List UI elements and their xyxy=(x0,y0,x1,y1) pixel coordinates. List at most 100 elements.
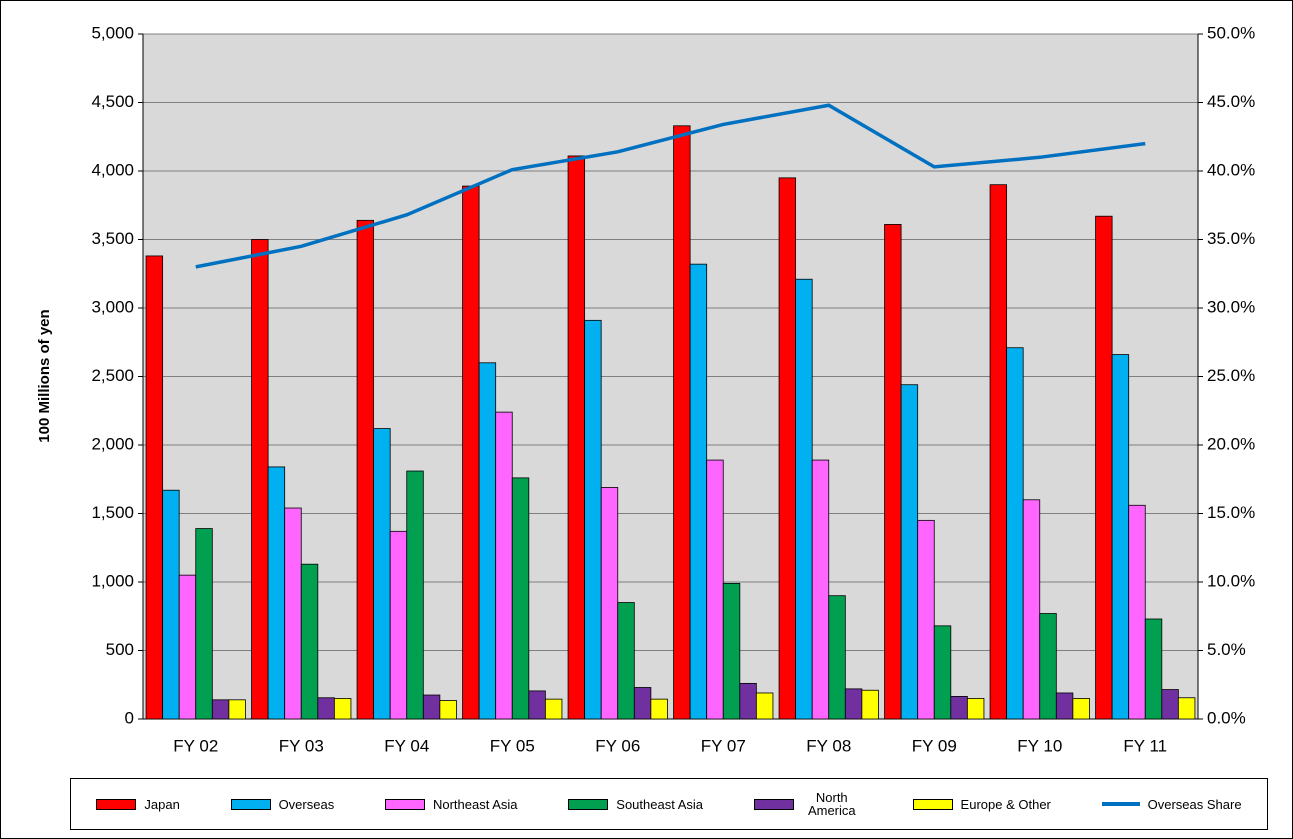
x-tick-label: FY 11 xyxy=(1123,736,1167,755)
bar xyxy=(373,428,391,720)
y-tick-label: 1,000 xyxy=(91,571,134,590)
y2-tick-label: 20.0% xyxy=(1207,434,1255,453)
legend-swatch xyxy=(230,798,271,810)
bar xyxy=(228,699,246,720)
legend-item: Overseas Share xyxy=(1101,796,1242,812)
y-tick-label: 4,500 xyxy=(91,92,134,111)
bar xyxy=(933,625,952,720)
y-tick-label: 3,000 xyxy=(91,297,134,316)
legend: Japan Overseas Northeast Asia Southeast Asi… xyxy=(70,778,1268,830)
y-tick-label: 4,000 xyxy=(91,160,134,179)
x-tick-label: FY 04 xyxy=(384,736,429,755)
y2-tick-label: 15.0% xyxy=(1207,503,1255,522)
bar xyxy=(195,528,213,720)
legend-swatch xyxy=(753,798,794,810)
legend-swatch xyxy=(1101,802,1140,806)
legend-label: Northeast Asia xyxy=(432,796,518,812)
bar xyxy=(811,459,830,720)
y2-tick-label: 40.0% xyxy=(1207,160,1255,179)
legend-label: North America xyxy=(807,790,856,818)
bar xyxy=(861,689,879,720)
legend-label: Overseas Share xyxy=(1147,796,1242,812)
bar xyxy=(528,690,546,720)
y2-tick-label: 10.0% xyxy=(1207,571,1255,590)
bar xyxy=(333,698,352,720)
bar xyxy=(778,177,797,720)
x-tick-label: FY 10 xyxy=(1017,736,1062,755)
bar xyxy=(1161,689,1179,720)
y-tick-label: 2,000 xyxy=(91,434,134,453)
bar xyxy=(584,319,602,720)
y-tick-label: 5,000 xyxy=(91,23,134,42)
line-series xyxy=(195,103,1146,269)
bar xyxy=(178,574,197,720)
legend-item: Northeast Asia xyxy=(384,796,518,812)
bar xyxy=(739,682,757,720)
bar xyxy=(1006,347,1024,720)
y2-tick-label: 5.0% xyxy=(1207,640,1246,659)
x-tick-label: FY 08 xyxy=(806,736,851,755)
bar xyxy=(950,695,968,720)
y2-tick-label: 25.0% xyxy=(1207,366,1255,385)
y2-tick-label: 50.0% xyxy=(1207,23,1255,42)
bar xyxy=(478,362,497,720)
bar xyxy=(884,224,902,720)
bar xyxy=(1055,692,1074,720)
x-tick-label: FY 07 xyxy=(701,736,746,755)
legend-item: Europe & Other xyxy=(912,796,1051,812)
bar xyxy=(706,459,724,720)
legend-swatch xyxy=(568,798,609,810)
y-axis-title: 100 Millions of yen xyxy=(36,309,53,442)
bar xyxy=(755,692,774,720)
bar xyxy=(389,530,408,720)
y2-tick-label: 30.0% xyxy=(1207,297,1255,316)
y-tick-label: 1,500 xyxy=(91,503,134,522)
y-tick-label: 0 xyxy=(125,708,134,727)
bar xyxy=(650,698,668,720)
bar xyxy=(1111,354,1130,720)
bar xyxy=(633,687,652,720)
legend-label: Overseas xyxy=(278,796,335,812)
bar xyxy=(1177,697,1196,720)
bar xyxy=(1039,613,1057,720)
bar xyxy=(439,700,457,720)
bar xyxy=(356,219,375,720)
legend-swatch xyxy=(96,798,137,810)
bar xyxy=(511,477,530,720)
x-tick-label: FY 02 xyxy=(173,736,218,755)
bar xyxy=(722,582,741,720)
bar xyxy=(211,699,230,720)
legend-label: Southeast Asia xyxy=(616,796,704,812)
bar xyxy=(495,411,513,720)
bar xyxy=(795,278,813,720)
legend-label: Europe & Other xyxy=(960,796,1051,812)
bar xyxy=(673,125,691,720)
y-tick-label: 2,500 xyxy=(91,366,134,385)
bar xyxy=(462,185,480,720)
x-tick-label: FY 09 xyxy=(912,736,957,755)
bar xyxy=(422,694,441,720)
bar xyxy=(989,184,1008,720)
x-tick-label: FY 03 xyxy=(279,736,324,755)
y2-tick-label: 35.0% xyxy=(1207,229,1255,248)
bar xyxy=(567,155,586,720)
bar xyxy=(917,519,935,720)
bar xyxy=(1022,499,1041,720)
x-tick-label: FY 06 xyxy=(595,736,640,755)
bar xyxy=(284,507,302,720)
bar xyxy=(406,470,424,720)
bar xyxy=(1144,618,1163,720)
y-tick-label: 500 xyxy=(106,640,134,659)
bar xyxy=(251,239,269,720)
bar xyxy=(1128,504,1146,720)
y2-tick-label: 0.0% xyxy=(1207,708,1246,727)
bar xyxy=(900,384,919,720)
bar xyxy=(617,602,635,720)
legend-item: North America xyxy=(753,790,862,818)
bar xyxy=(600,487,619,720)
y-tick-label: 3,500 xyxy=(91,229,134,248)
bar xyxy=(317,697,335,720)
bar xyxy=(162,489,180,720)
